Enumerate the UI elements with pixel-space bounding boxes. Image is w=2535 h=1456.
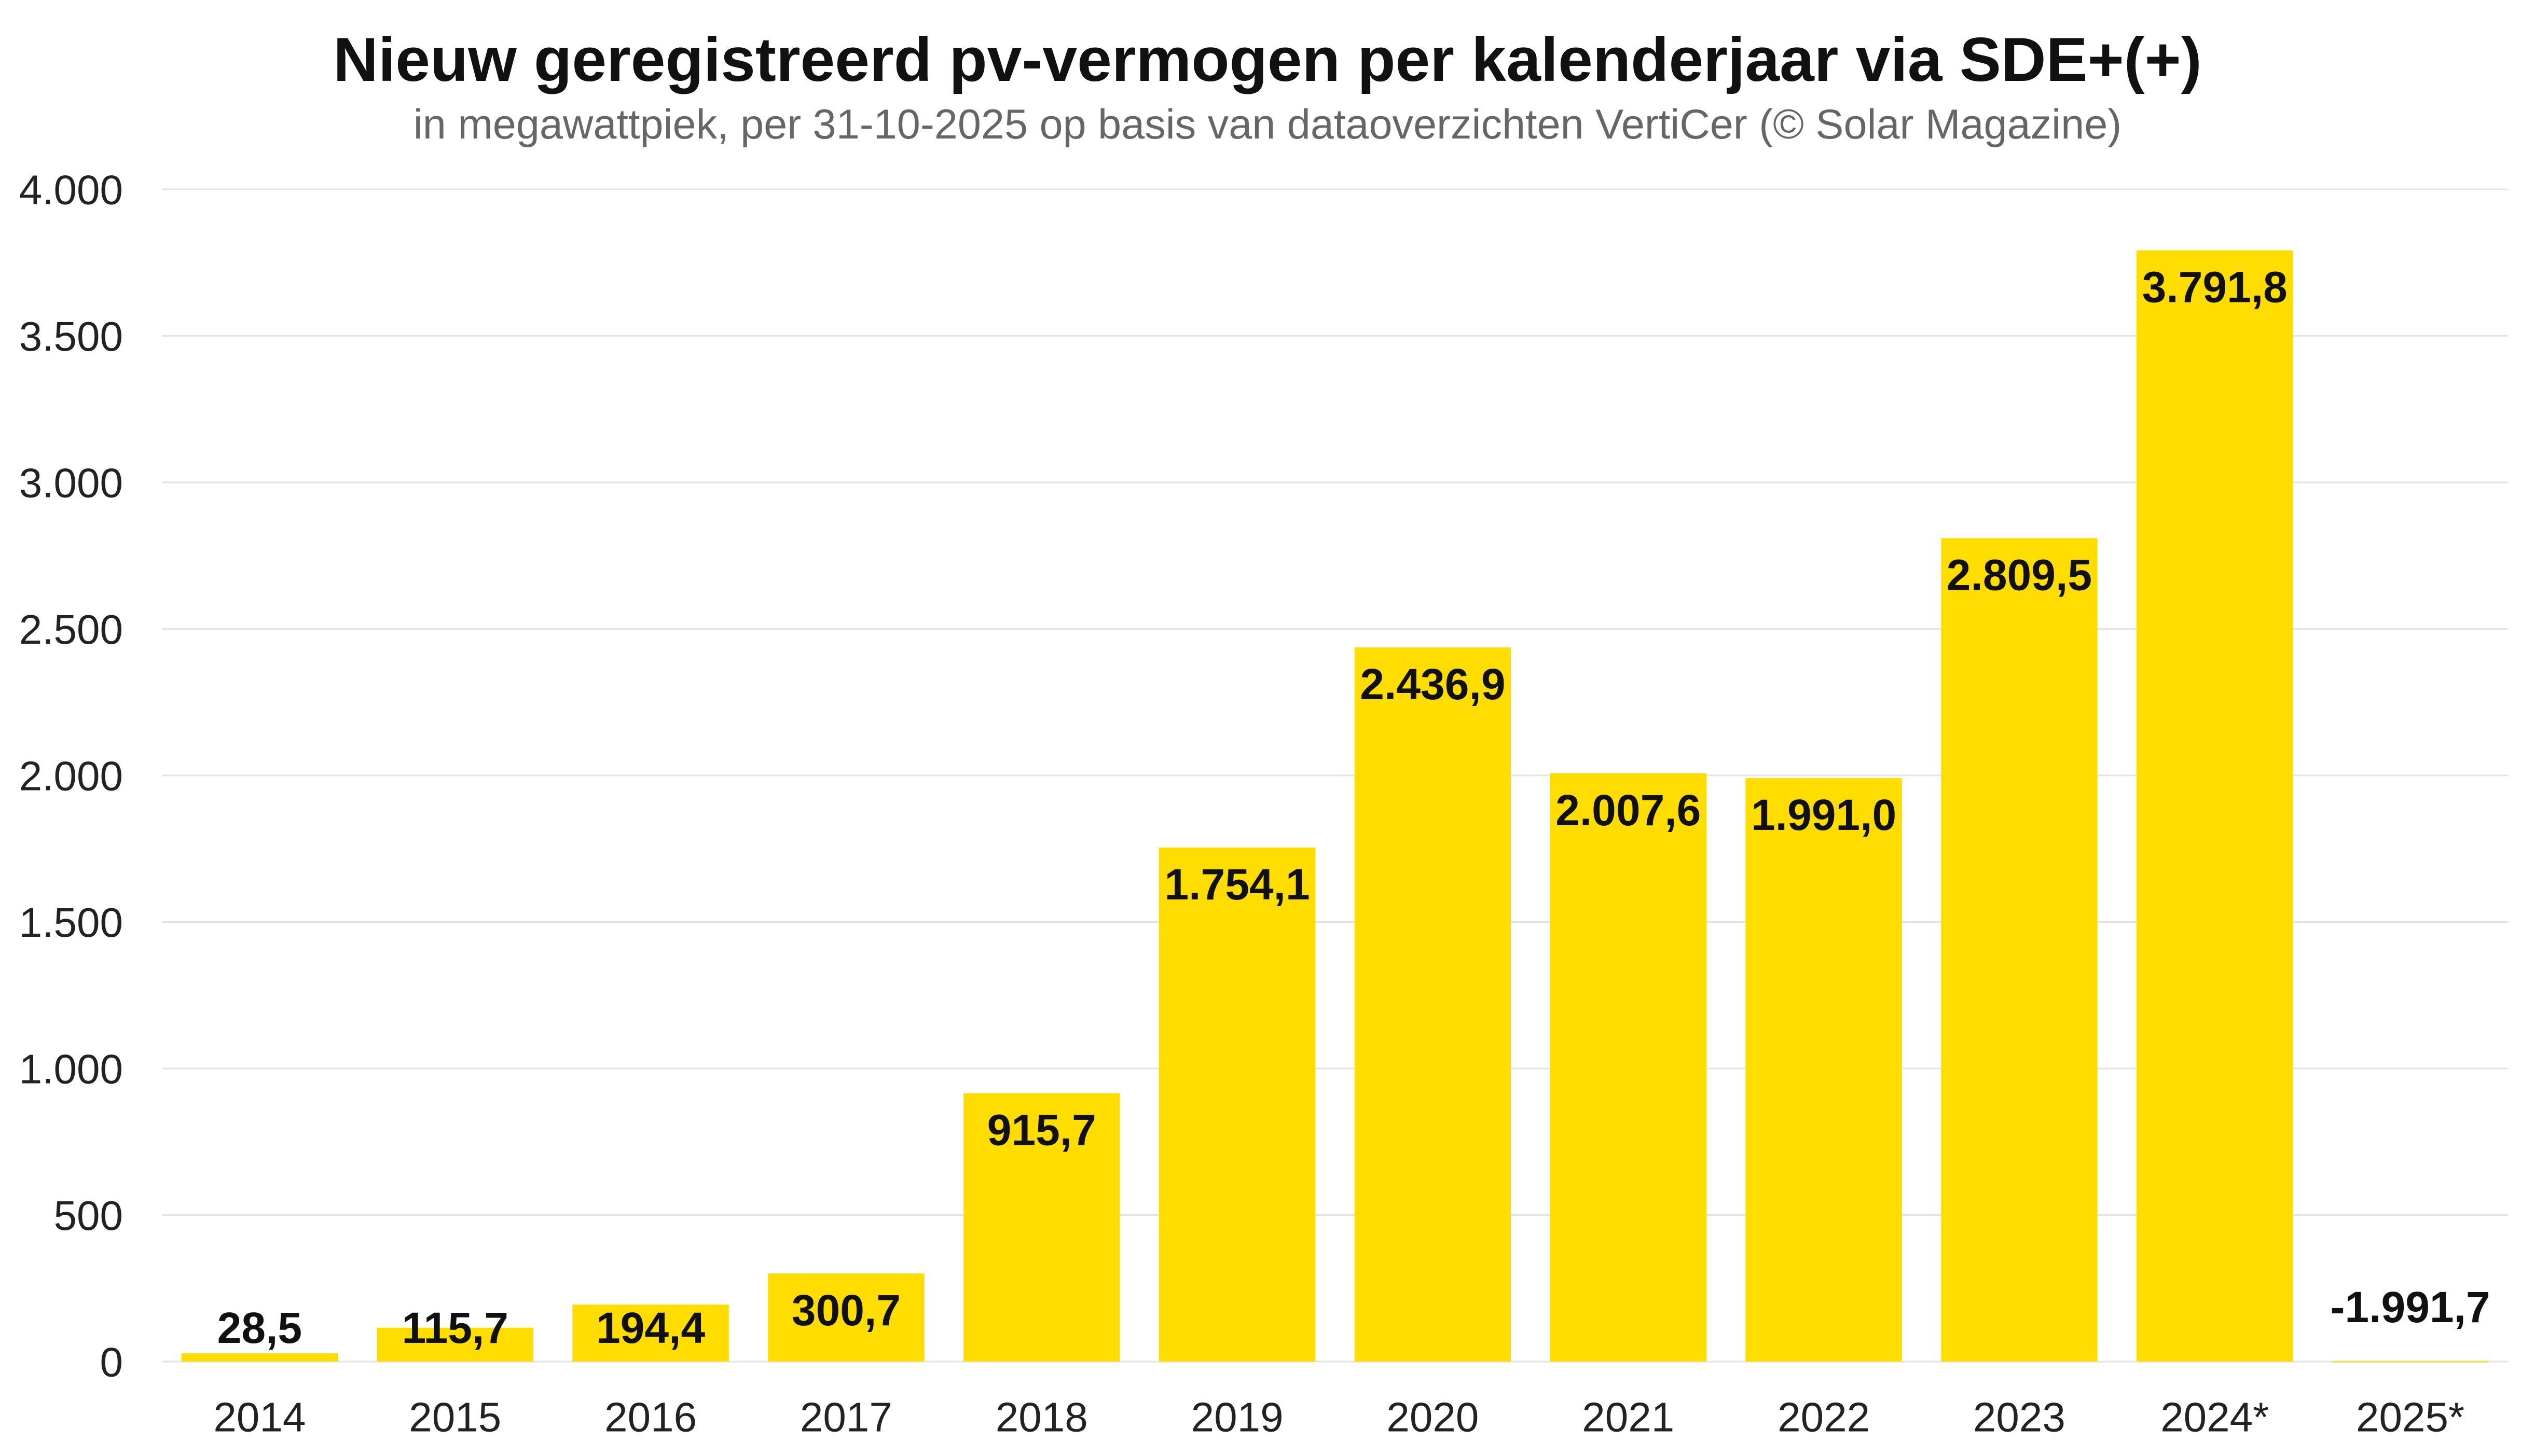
data-label: 2.007,6 (1555, 786, 1701, 835)
y-tick-label: 1.500 (19, 899, 123, 946)
data-label: 194,4 (596, 1304, 705, 1352)
bar-2023 (1941, 538, 2098, 1362)
data-label: 1.754,1 (1164, 860, 1310, 909)
bar-2020 (1354, 647, 1511, 1362)
data-labels: 28,5 115,7 194,4 300,7 915,7 1.754,1 2.436,9 2.… (217, 263, 2490, 1352)
x-tick-label: 2015 (409, 1394, 501, 1440)
bar-2024 (2137, 250, 2293, 1362)
chart-subtitle: in megawattpiek, per 31-10-2025 op basis… (413, 101, 2122, 148)
y-tick-label: 4.000 (19, 167, 123, 213)
x-tick-label: 2014 (213, 1394, 306, 1440)
x-tick-label: 2016 (604, 1394, 697, 1440)
bar-2021 (1550, 773, 1706, 1362)
y-tick-label: 2.500 (19, 606, 123, 653)
y-tick-label: 500 (54, 1192, 123, 1239)
data-label: 28,5 (217, 1304, 302, 1352)
x-axis: 2014 2015 2016 2017 2018 2019 2020 2021 2022 2023… (213, 1394, 2464, 1440)
data-label: 2.809,5 (1947, 551, 2092, 600)
y-tick-label: 3.000 (19, 460, 123, 506)
gridlines (162, 188, 2508, 1363)
x-tick-label: 2025* (2356, 1394, 2464, 1440)
data-label: 115,7 (402, 1304, 508, 1352)
bar-2018 (963, 1093, 1120, 1362)
bar-2022 (1745, 778, 1902, 1362)
bar-2017 (768, 1273, 925, 1362)
data-label: 3.791,8 (2142, 263, 2288, 312)
data-label: -1.991,7 (2330, 1283, 2490, 1332)
bar-2016 (572, 1305, 729, 1362)
bars (181, 250, 2489, 1363)
x-tick-label: 2024* (2160, 1394, 2269, 1440)
y-tick-label: 0 (100, 1339, 123, 1385)
x-tick-label: 2018 (996, 1394, 1088, 1440)
bar-2014 (181, 1353, 338, 1362)
y-axis: 0 500 1.000 1.500 2.000 2.500 3.000 3.500 4.000 (19, 167, 123, 1385)
x-tick-label: 2021 (1582, 1394, 1674, 1440)
y-tick-label: 1.000 (19, 1046, 123, 1092)
x-tick-label: 2023 (1973, 1394, 2065, 1440)
chart-title: Nieuw geregistreerd pv-vermogen per kale… (333, 25, 2202, 94)
bar-2019 (1159, 847, 1316, 1362)
x-tick-label: 2019 (1191, 1394, 1284, 1440)
data-label: 915,7 (987, 1106, 1096, 1155)
x-tick-label: 2017 (800, 1394, 892, 1440)
y-tick-label: 3.500 (19, 313, 123, 359)
y-tick-label: 2.000 (19, 753, 123, 799)
bar-2025 (2332, 1361, 2489, 1363)
x-tick-label: 2020 (1386, 1394, 1479, 1440)
data-label: 2.436,9 (1360, 660, 1505, 709)
bar-2015 (377, 1327, 533, 1362)
data-label: 1.991,0 (1751, 791, 1896, 839)
x-tick-label: 2022 (1778, 1394, 1870, 1440)
data-label: 300,7 (792, 1286, 901, 1335)
